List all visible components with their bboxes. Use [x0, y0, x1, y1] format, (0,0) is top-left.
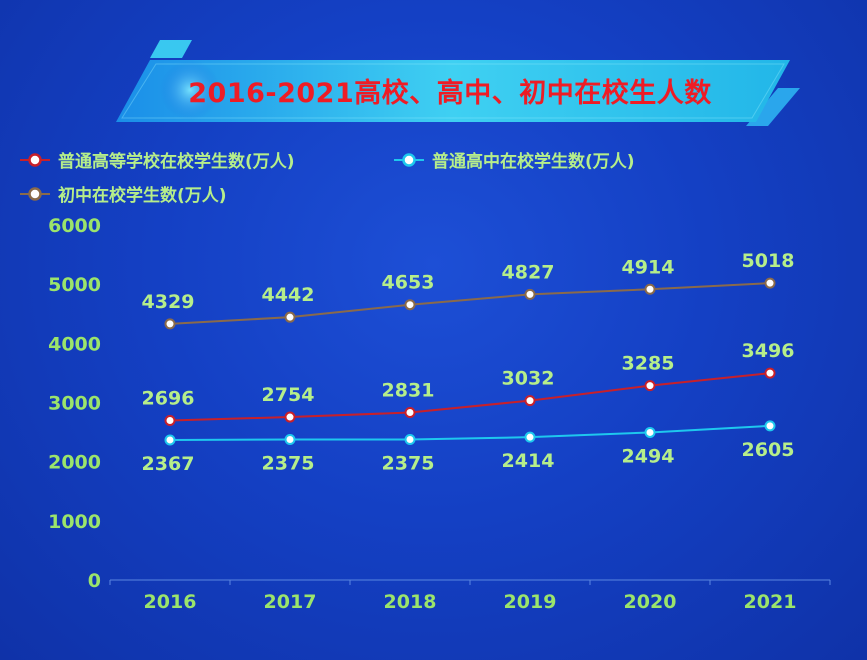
data-point-high-school: [764, 420, 776, 432]
data-point-junior-high: [404, 299, 416, 311]
data-label-high-school: 2375: [382, 452, 435, 474]
legend-item-higher-ed: 普通高等学校在校学生数(万人): [18, 147, 295, 172]
x-tick-label: 2016: [144, 591, 197, 613]
data-label-junior-high: 4442: [262, 284, 315, 306]
title-banner: [116, 40, 800, 126]
data-label-high-school: 2375: [262, 452, 315, 474]
data-point-junior-high: [164, 318, 176, 330]
series-line-junior-high: [169, 282, 771, 325]
data-label-junior-high: 4914: [622, 256, 675, 278]
y-tick-label: 1000: [48, 511, 101, 533]
data-point-higher-ed: [524, 395, 536, 407]
data-label-junior-high: 4827: [502, 261, 555, 283]
legend-marker-junior-high: [20, 186, 50, 201]
data-label-higher-ed: 3032: [502, 368, 555, 390]
data-point-high-school: [284, 433, 296, 445]
data-label-higher-ed: 2696: [142, 387, 195, 409]
data-point-high-school: [404, 433, 416, 445]
y-tick-label: 3000: [48, 393, 101, 415]
data-label-higher-ed: 2754: [262, 384, 315, 406]
globe-icon: [160, 60, 220, 120]
legend-item-junior-high: 初中在校学生数(万人): [18, 181, 227, 206]
data-point-junior-high: [284, 311, 296, 323]
data-point-higher-ed: [284, 411, 296, 423]
legend-label-junior-high: 初中在校学生数(万人): [58, 186, 227, 206]
data-point-junior-high: [644, 283, 656, 295]
data-point-higher-ed: [644, 380, 656, 392]
legend-item-high-school: 普通高中在校学生数(万人): [392, 147, 635, 172]
y-tick-label: 5000: [48, 274, 101, 296]
data-label-junior-high: 5018: [742, 250, 795, 272]
data-point-higher-ed: [164, 414, 176, 426]
data-label-higher-ed: 3285: [622, 353, 675, 375]
data-label-junior-high: 4653: [382, 272, 435, 294]
data-label-high-school: 2367: [142, 453, 195, 475]
x-tick-label: 2019: [504, 591, 557, 613]
data-label-higher-ed: 3496: [742, 340, 795, 362]
series-line-high-school: [169, 424, 771, 441]
x-tick-label: 2021: [744, 591, 797, 613]
y-tick-label: 0: [88, 570, 101, 592]
legend-marker-higher-ed: [20, 152, 50, 167]
data-point-junior-high: [524, 288, 536, 300]
y-tick-label: 6000: [48, 215, 101, 237]
y-tick-label: 4000: [48, 333, 101, 355]
chart-title: 2016-2021高校、高中、初中在校生人数: [188, 77, 712, 109]
data-label-higher-ed: 2831: [382, 379, 435, 401]
y-tick-label: 2000: [48, 452, 101, 474]
data-label-high-school: 2494: [622, 445, 675, 467]
data-point-high-school: [644, 426, 656, 438]
x-tick-label: 2017: [264, 591, 317, 613]
data-label-high-school: 2605: [742, 439, 795, 461]
data-point-higher-ed: [404, 406, 416, 418]
data-label-junior-high: 4329: [142, 291, 195, 313]
banner-body: [116, 60, 790, 122]
legend-label-high-school: 普通高中在校学生数(万人): [432, 152, 635, 172]
banner-accent-right: [746, 88, 800, 126]
data-label-high-school: 2414: [502, 450, 555, 472]
data-point-higher-ed: [764, 367, 776, 379]
legend-marker-high-school: [394, 152, 424, 167]
series-line-higher-ed: [169, 372, 771, 422]
x-tick-label: 2020: [624, 591, 677, 613]
banner-accent-top: [150, 40, 192, 58]
data-point-high-school: [524, 431, 536, 443]
banner-inner: [121, 63, 785, 119]
legend-label-higher-ed: 普通高等学校在校学生数(万人): [58, 152, 295, 172]
x-tick-label: 2018: [384, 591, 437, 613]
data-point-high-school: [164, 434, 176, 446]
data-point-junior-high: [764, 277, 776, 289]
